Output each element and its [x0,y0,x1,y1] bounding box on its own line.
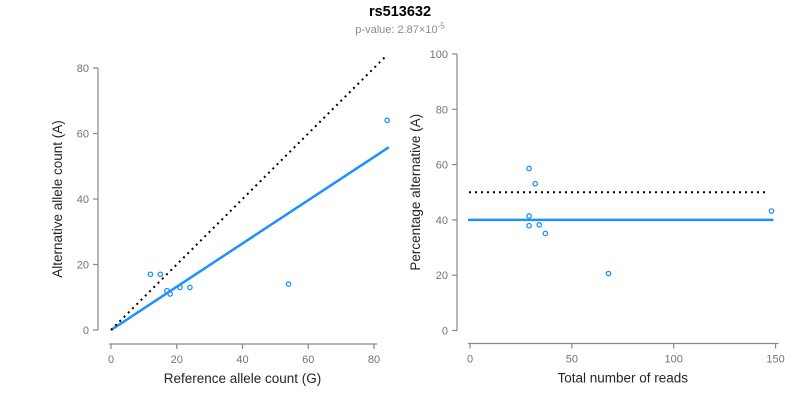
allele-count-plot: 0 20 40 60 80 0 20 40 60 80 Reference allele count… [50,54,390,386]
figure-header: rs513632 p-value: 2.87×10-5 [0,4,800,37]
y-tick-label: 0 [442,326,448,338]
data-point [177,284,183,291]
data-point [187,284,193,291]
y-tick-label: 60 [77,129,89,141]
y-tick-label: 80 [436,104,448,116]
figure-title: rs513632 [368,4,432,20]
y-tick-label: 40 [77,194,89,206]
x-tick-label: 80 [368,354,380,366]
x-tick-label: 40 [236,354,248,366]
data-point [164,287,170,294]
x-tick-label: 150 [766,354,784,366]
data-point [167,291,174,297]
x-tick-label: 50 [566,354,578,366]
percentage-reads-plot: 0 20 40 60 80 100 0 50 100 150 Total number of rea… [408,49,785,386]
data-point [526,165,532,172]
x-axis-title: Reference allele count (G) [164,371,322,386]
data-point [532,180,539,187]
data-point [768,208,775,214]
x-axis-title: Total number of reads [557,371,688,386]
y-tick-label: 20 [77,260,89,272]
y-tick-label: 40 [436,215,448,227]
y-tick-label: 60 [436,160,448,172]
data-point [536,222,543,228]
pvalue-text: p-value: 2.87×10 [355,24,438,36]
y-axis-title: Alternative allele count (A) [50,120,65,278]
x-tick-label: 60 [302,354,314,366]
y-tick-label: 80 [77,63,89,75]
regression-line [110,146,390,332]
data-point [526,222,532,229]
identity-line [110,54,388,331]
data-point [147,271,154,278]
y-tick-label: 0 [83,325,89,337]
data-point [605,270,612,277]
figure-subtitle: p-value: 2.87×10-5 [0,21,800,36]
pvalue-exponent: -5 [437,21,445,31]
x-tick-label: 0 [467,354,473,366]
data-point [526,213,532,219]
data-point [157,271,164,278]
x-tick-label: 20 [171,354,183,366]
y-tick-label: 100 [430,49,448,61]
y-axis-title: Percentage alternative (A) [408,114,423,271]
y-tick-label: 20 [436,270,448,282]
data-point [384,117,390,124]
x-tick-label: 0 [108,354,114,366]
data-point [285,281,292,287]
x-tick-label: 100 [665,354,683,366]
data-point [542,230,549,237]
